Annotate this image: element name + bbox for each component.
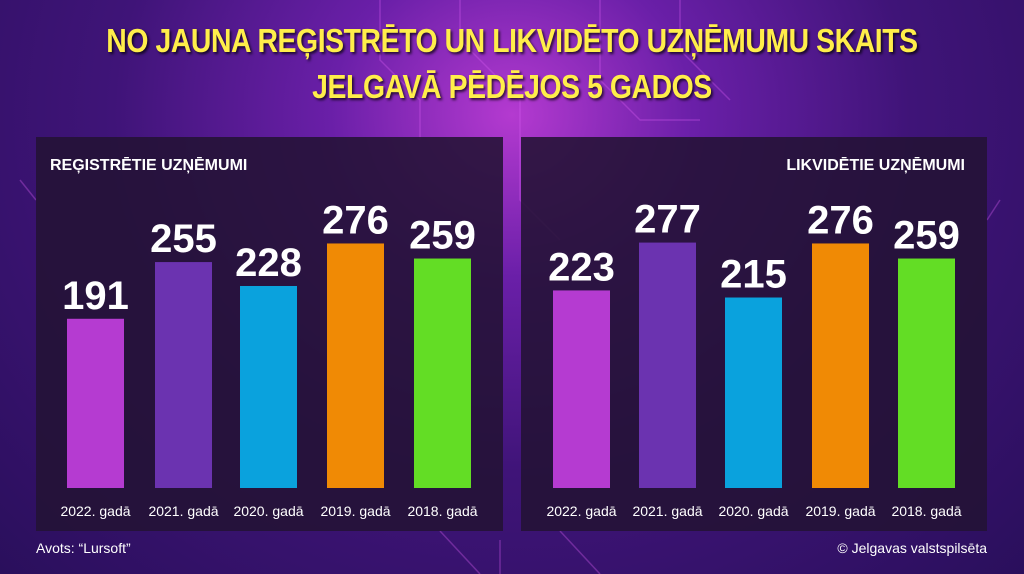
category-label: 2019. gadā bbox=[320, 503, 390, 519]
value-label: 191 bbox=[62, 274, 129, 318]
category-label: 2022. gadā bbox=[60, 503, 130, 519]
bar-2021 bbox=[155, 262, 212, 488]
liquidated-companies-chart: 223 2022. gadā 277 2021. gadā 215 2020. gadā 2… bbox=[546, 198, 961, 519]
copyright-note: © Jelgavas valstspilsēta bbox=[837, 540, 987, 556]
source-note: Avots: “Lursoft” bbox=[36, 540, 131, 556]
bar-2020 bbox=[240, 285, 297, 488]
bar-2022 bbox=[67, 318, 124, 488]
value-label: 223 bbox=[548, 245, 615, 289]
value-label: 276 bbox=[322, 198, 389, 242]
registered-companies-chart: 191 2022. gadā 255 2021. gadā 228 2020. gadā 2… bbox=[60, 198, 477, 519]
bar-2022 bbox=[553, 290, 610, 488]
panel-title-registered: REĢISTRĒTIE UZŅĒMUMI bbox=[50, 157, 248, 174]
category-label: 2018. gadā bbox=[407, 503, 477, 519]
category-label: 2021. gadā bbox=[148, 503, 218, 519]
category-label: 2020. gadā bbox=[718, 503, 788, 519]
category-label: 2019. gadā bbox=[805, 503, 875, 519]
value-label: 277 bbox=[634, 198, 701, 242]
main-title-line-1: NO JAUNA REĢISTRĒTO UN LIKVIDĒTO UZŅĒMUM… bbox=[106, 22, 918, 59]
bar-2019 bbox=[812, 243, 869, 488]
value-label: 259 bbox=[409, 214, 476, 258]
bar-2018 bbox=[898, 258, 955, 488]
category-label: 2022. gadā bbox=[546, 503, 616, 519]
value-label: 228 bbox=[235, 241, 302, 285]
bar-2021 bbox=[639, 242, 696, 488]
bar-2018 bbox=[414, 258, 471, 488]
value-label: 255 bbox=[150, 217, 217, 261]
bar-2019 bbox=[327, 243, 384, 488]
value-label: 259 bbox=[893, 214, 960, 258]
value-label: 276 bbox=[807, 198, 874, 242]
bar-2020 bbox=[725, 297, 782, 488]
registered-companies-panel: REĢISTRĒTIE UZŅĒMUMI 191 2022. gadā 255 202… bbox=[36, 137, 503, 531]
category-label: 2020. gadā bbox=[233, 503, 303, 519]
liquidated-companies-panel: LIKVIDĒTIE UZŅĒMUMI 223 2022. gadā 277 2021… bbox=[521, 137, 987, 531]
category-label: 2021. gadā bbox=[632, 503, 702, 519]
value-label: 215 bbox=[720, 253, 787, 297]
main-title-line-2: JELGAVĀ PĒDĒJOS 5 GADOS bbox=[312, 68, 712, 105]
panel-title-liquidated: LIKVIDĒTIE UZŅĒMUMI bbox=[786, 157, 965, 174]
category-label: 2018. gadā bbox=[891, 503, 961, 519]
